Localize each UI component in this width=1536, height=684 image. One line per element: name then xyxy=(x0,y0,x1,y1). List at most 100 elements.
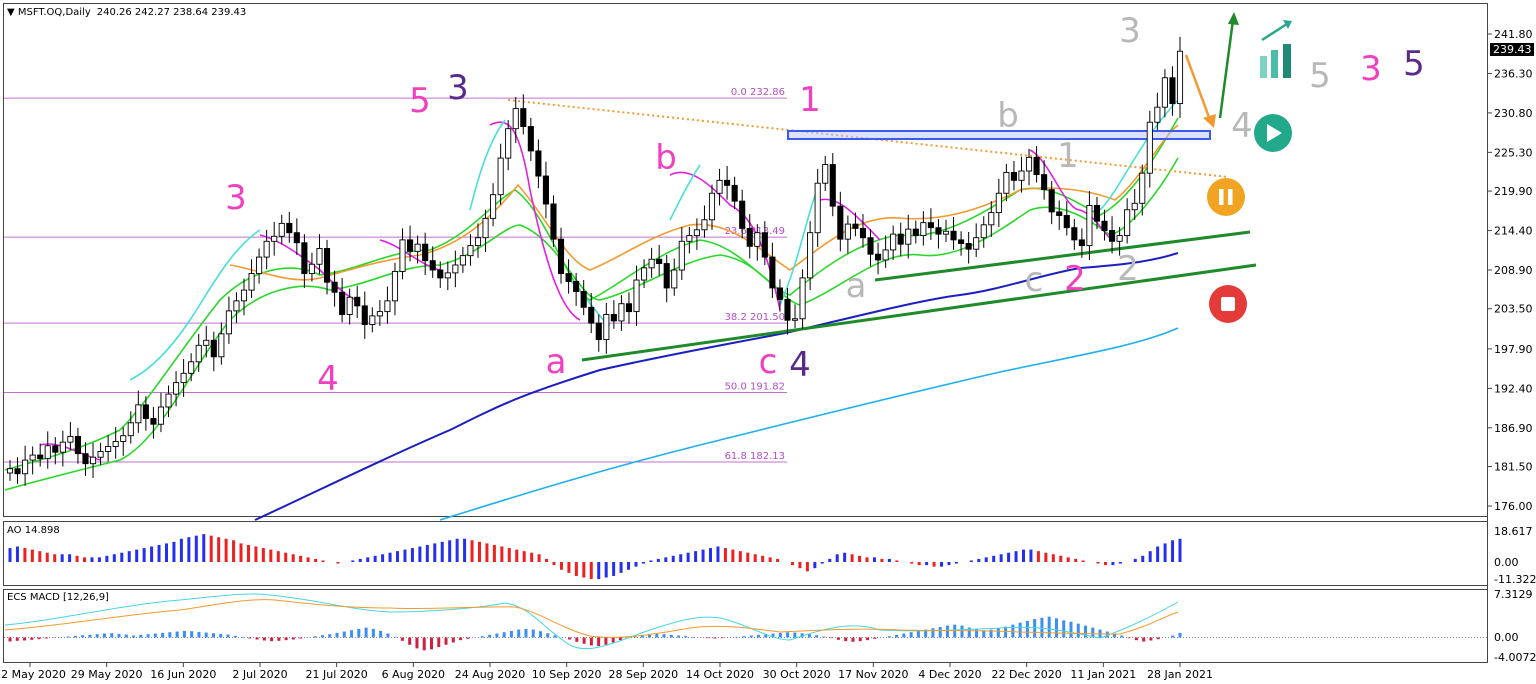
time-tick-label: 24 Aug 2020 xyxy=(455,668,525,681)
candle xyxy=(814,168,821,248)
support-trendline-upper xyxy=(874,230,1251,282)
candle xyxy=(625,292,633,324)
candle xyxy=(1131,188,1138,220)
macd-label: ECS MACD [12,26,9] xyxy=(7,592,109,603)
candle xyxy=(6,460,14,481)
chart-menu-arrow-icon[interactable]: ▼ xyxy=(7,7,18,18)
candle xyxy=(776,279,783,312)
candle xyxy=(384,286,391,324)
ao-axis: 18.617 0.00 -11.322 xyxy=(1494,525,1536,586)
candle xyxy=(240,278,248,316)
candle xyxy=(988,201,995,238)
resistance-zone-box xyxy=(787,130,1211,140)
time-tick-label: 16 Jun 2020 xyxy=(150,668,216,681)
ao-histogram xyxy=(8,534,1182,580)
wave-label: 3 xyxy=(225,178,247,218)
candle xyxy=(671,258,678,296)
candle xyxy=(165,385,172,418)
candle xyxy=(965,231,972,264)
candle xyxy=(859,214,867,248)
candle xyxy=(935,219,942,249)
candle xyxy=(225,296,232,344)
candle xyxy=(59,430,66,467)
wave-label: a xyxy=(546,342,567,382)
candle xyxy=(233,292,240,324)
candle xyxy=(74,427,81,464)
candle xyxy=(595,314,602,352)
candle xyxy=(505,120,512,171)
candle xyxy=(429,246,436,278)
candle xyxy=(173,371,180,407)
candle xyxy=(89,442,97,479)
time-tick-label: 2 Jul 2020 xyxy=(232,668,287,681)
macd-line-orange xyxy=(4,599,1179,638)
candle xyxy=(648,247,655,278)
orange-arrowhead-icon xyxy=(1203,114,1216,128)
candle xyxy=(708,184,716,230)
candle xyxy=(459,247,466,273)
macd-tick-label: 0.00 xyxy=(1494,631,1519,644)
stop-icon[interactable] xyxy=(1209,285,1247,323)
candle xyxy=(127,411,134,444)
candle xyxy=(361,291,368,339)
candle xyxy=(376,300,383,326)
candle xyxy=(346,288,353,325)
candle xyxy=(407,225,414,262)
symbol-label: MSFT.OQ,Daily xyxy=(18,7,91,18)
candle xyxy=(603,302,610,354)
candle xyxy=(542,161,549,219)
play-icon[interactable] xyxy=(1254,114,1292,152)
candle xyxy=(301,234,308,288)
candle xyxy=(293,218,300,255)
candle xyxy=(1139,164,1146,216)
price-tick-label: 241.80 xyxy=(1494,28,1533,41)
price-candles xyxy=(6,36,1184,486)
candle xyxy=(791,304,799,329)
projection-arrows xyxy=(1184,12,1239,128)
candle xyxy=(1048,181,1055,225)
fib-level-label: 0.0 232.86 xyxy=(731,87,785,98)
time-tick-label: 11 Jan 2021 xyxy=(1070,668,1136,681)
wave-label: b xyxy=(655,138,677,178)
candle xyxy=(852,212,859,237)
main-price-panel xyxy=(3,3,1488,517)
candle xyxy=(724,165,731,200)
candle xyxy=(180,358,187,397)
wave-label: 4 xyxy=(789,345,811,385)
time-tick-label: 22 Dec 2020 xyxy=(992,668,1062,681)
candle xyxy=(716,168,723,206)
candle xyxy=(248,259,255,298)
candle xyxy=(271,221,278,256)
fib-level-label: 61.8 182.13 xyxy=(725,451,785,462)
time-tick-label: 28 Jan 2021 xyxy=(1147,668,1213,681)
pause-icon[interactable] xyxy=(1207,178,1245,216)
support-trendline-lower xyxy=(581,263,1257,362)
candle xyxy=(799,269,806,329)
wave-label: 5 xyxy=(409,81,431,121)
fib-level-label: 50.0 191.82 xyxy=(725,382,785,393)
wave-label: 4 xyxy=(317,359,339,399)
candle xyxy=(82,442,89,476)
wave-label: 2 xyxy=(1117,249,1139,289)
price-tick-label: 176.00 xyxy=(1494,500,1533,513)
candle xyxy=(256,248,263,284)
candle xyxy=(188,353,195,382)
fib-level-label: 38.2 201.50 xyxy=(725,312,785,323)
candle xyxy=(278,214,285,245)
candle xyxy=(316,234,323,275)
candle xyxy=(1056,200,1063,230)
candle xyxy=(308,252,315,282)
candle xyxy=(1071,219,1078,250)
ao-tick-label: -11.322 xyxy=(1494,573,1536,586)
candle xyxy=(527,117,534,161)
ma-orange xyxy=(229,124,1179,281)
ma-200-lightblue xyxy=(439,327,1179,521)
wave-label: 2 xyxy=(1064,259,1086,299)
candle xyxy=(490,183,497,227)
candle xyxy=(135,390,142,433)
candle xyxy=(905,214,912,259)
candle xyxy=(1154,92,1161,131)
ao-tick-label: 0.00 xyxy=(1494,556,1519,569)
time-tick-label: 28 Sep 2020 xyxy=(608,668,678,681)
candle xyxy=(67,422,74,451)
